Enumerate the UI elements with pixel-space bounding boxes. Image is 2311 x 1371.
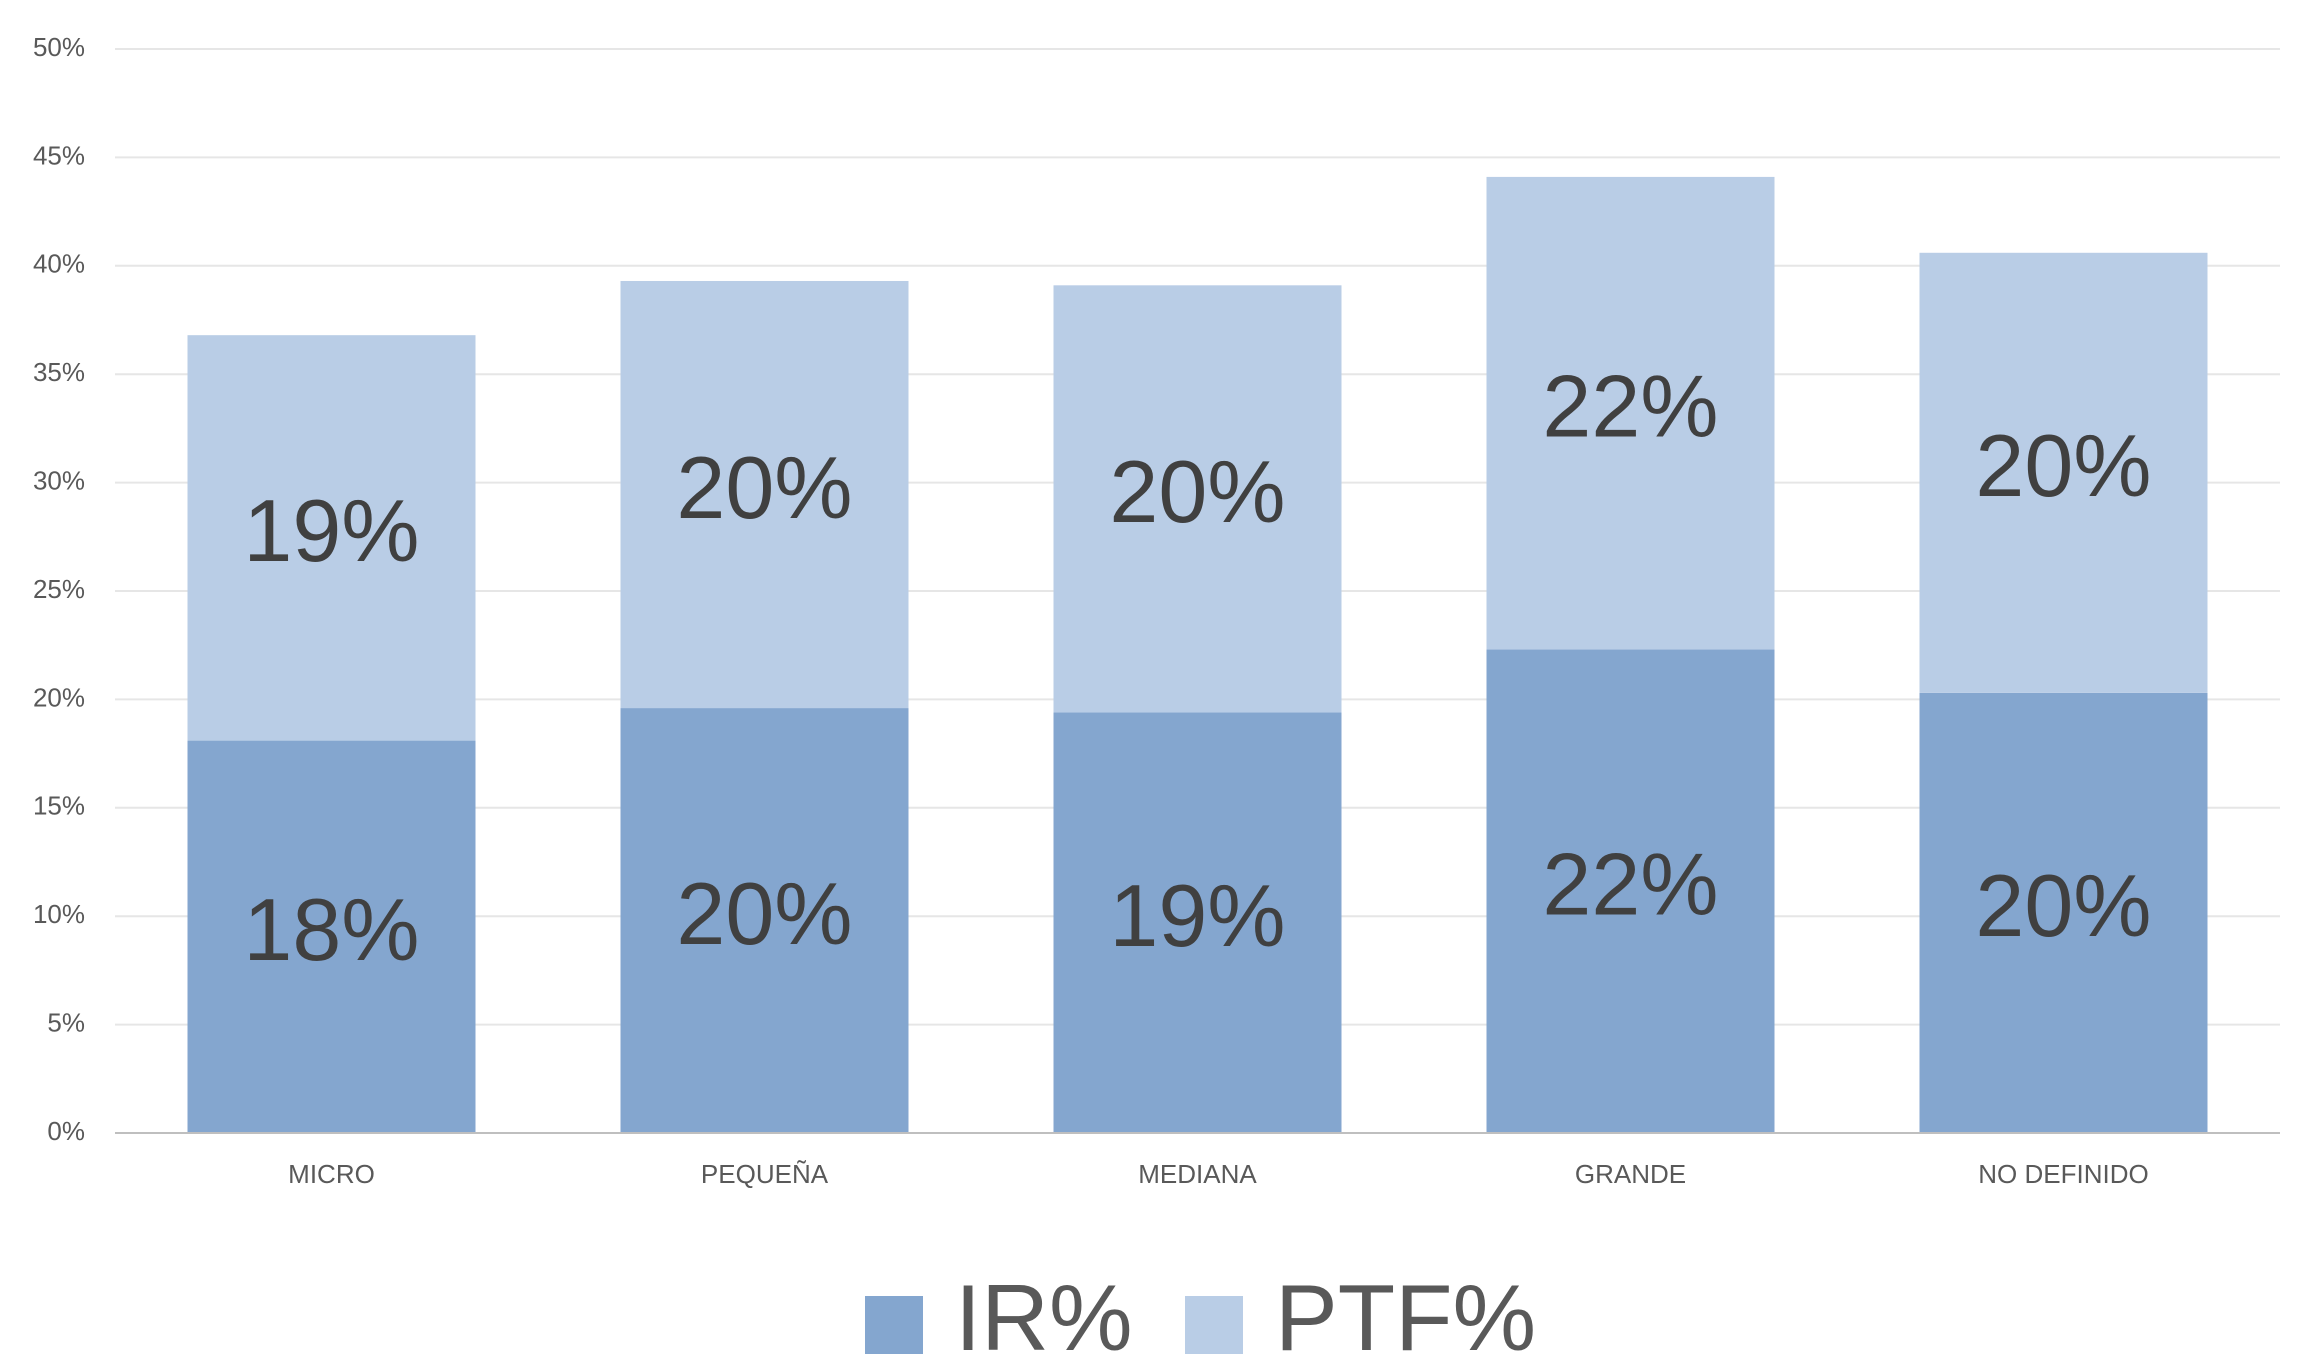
data-label: 20% — [1109, 442, 1285, 541]
y-tick-label: 5% — [47, 1007, 85, 1037]
data-label: 20% — [676, 438, 852, 537]
bar-segment — [187, 335, 476, 741]
data-label: 19% — [243, 481, 419, 580]
legend-label: PTF% — [1275, 1265, 1536, 1370]
x-tick-label: PEQUEÑA — [701, 1159, 829, 1189]
bar-segment — [1053, 285, 1342, 713]
x-tick-label: GRANDE — [1575, 1159, 1686, 1189]
y-tick-label: 35% — [33, 357, 85, 387]
y-tick-label: 45% — [33, 140, 85, 170]
bar-segment — [620, 708, 909, 1133]
data-label: 20% — [1975, 856, 2151, 955]
x-tick-label: MICRO — [288, 1159, 375, 1189]
data-label: 20% — [1975, 416, 2151, 515]
data-label: 18% — [243, 880, 419, 979]
data-label: 22% — [1542, 835, 1718, 934]
legend-label: IR% — [955, 1265, 1133, 1370]
y-tick-label: 15% — [33, 791, 85, 821]
bar-segment — [1919, 692, 2208, 1133]
bar-segment — [1486, 176, 1775, 650]
y-tick-label: 10% — [33, 899, 85, 929]
y-tick-label: 20% — [33, 682, 85, 712]
bar-segment — [1919, 252, 2208, 693]
x-tick-label: NO DEFINIDO — [1978, 1159, 2148, 1189]
data-label: 20% — [676, 864, 852, 963]
x-tick-label: MEDIANA — [1138, 1159, 1257, 1189]
bar-segment — [1053, 712, 1342, 1133]
bar-segment — [1486, 649, 1775, 1133]
y-tick-label: 50% — [33, 32, 85, 62]
y-tick-label: 25% — [33, 574, 85, 604]
bar-segment — [620, 280, 909, 709]
legend-swatch — [1185, 1296, 1243, 1354]
legend-swatch — [865, 1296, 923, 1354]
y-tick-label: 30% — [33, 465, 85, 495]
data-label: 22% — [1542, 356, 1718, 455]
bar-segment — [187, 740, 476, 1133]
y-tick-label: 0% — [47, 1116, 85, 1146]
y-tick-label: 40% — [33, 249, 85, 279]
data-label: 19% — [1109, 866, 1285, 965]
